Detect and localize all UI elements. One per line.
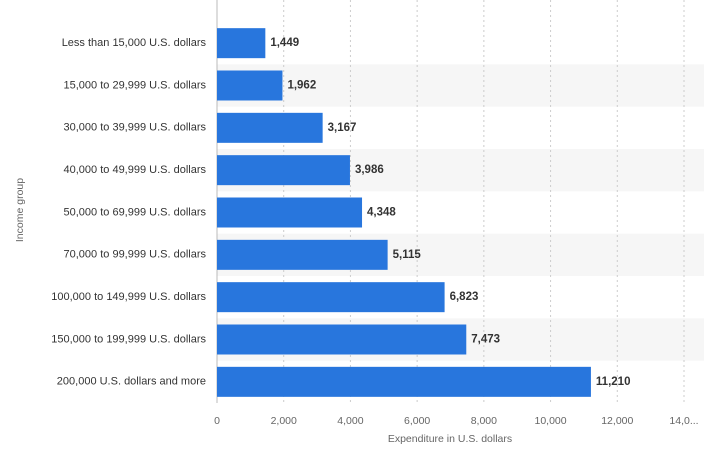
y-tick-label: Less than 15,000 U.S. dollars (62, 37, 207, 49)
x-tick-label: 8,000 (471, 415, 497, 427)
y-tick-label: 70,000 to 99,999 U.S. dollars (64, 249, 207, 261)
bar (217, 197, 363, 228)
x-tick-label: 14,0... (669, 415, 698, 427)
value-label: 4,348 (367, 207, 396, 219)
x-tick-label: 4,000 (337, 415, 363, 427)
value-label: 5,115 (393, 249, 422, 261)
value-label: 3,167 (328, 122, 357, 134)
x-tick-label: 10,000 (535, 415, 567, 427)
value-label: 11,210 (596, 376, 631, 388)
y-tick-label: 40,000 to 49,999 U.S. dollars (64, 164, 207, 176)
bar (217, 155, 350, 186)
value-label: 3,986 (355, 164, 384, 176)
bar (217, 282, 445, 313)
bar (217, 70, 283, 101)
y-axis-label: Income group (14, 178, 26, 242)
y-tick-label: 100,000 to 149,999 U.S. dollars (51, 291, 206, 303)
value-label: 7,473 (471, 334, 500, 346)
bar (217, 366, 591, 397)
value-label: 1,962 (287, 80, 316, 92)
y-tick-label: 150,000 to 199,999 U.S. dollars (51, 333, 206, 345)
x-axis-label: Expenditure in U.S. dollars (388, 433, 512, 445)
x-tick-label: 2,000 (271, 415, 297, 427)
row-stripe (217, 64, 704, 107)
y-tick-label: 15,000 to 29,999 U.S. dollars (64, 79, 207, 91)
y-tick-label: 50,000 to 69,999 U.S. dollars (64, 206, 207, 218)
value-label: 6,823 (450, 291, 479, 303)
bar (217, 324, 467, 355)
value-label: 1,449 (270, 37, 299, 49)
y-tick-label: 200,000 U.S. dollars and more (57, 376, 206, 388)
bar (217, 112, 323, 143)
bar (217, 28, 266, 59)
bar (217, 239, 388, 270)
x-tick-label: 6,000 (404, 415, 430, 427)
x-tick-label: 12,000 (601, 415, 633, 427)
y-tick-label: 30,000 to 39,999 U.S. dollars (64, 122, 207, 134)
x-tick-label: 0 (214, 415, 220, 427)
